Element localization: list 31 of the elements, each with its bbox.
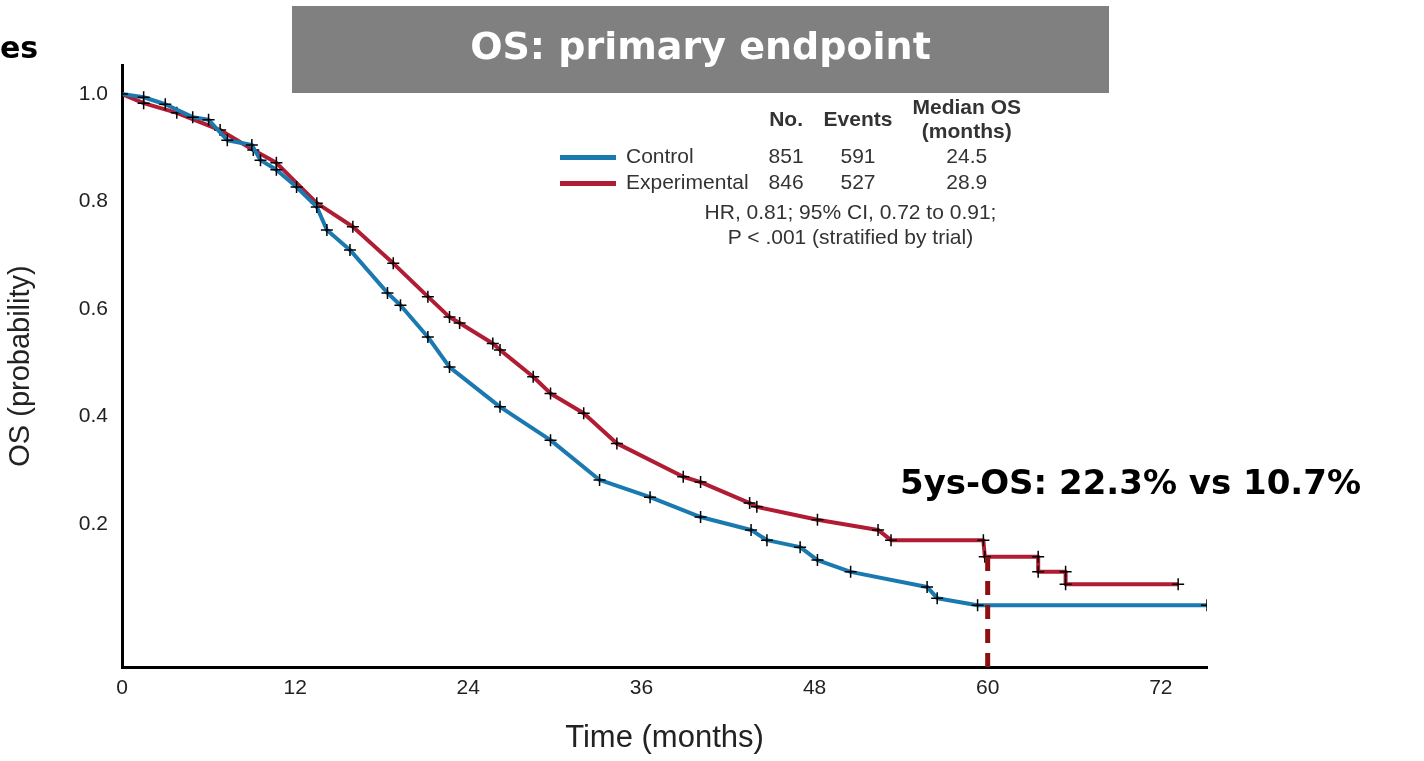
x-tick-label: 72 xyxy=(1149,675,1173,699)
annotation: 591 xyxy=(839,143,877,169)
y-tick-label: 0.8 xyxy=(78,188,108,212)
x-tick-label: 36 xyxy=(629,675,654,699)
chart-title: OS: primary endpoint xyxy=(470,24,931,68)
y-tick-label: 0.6 xyxy=(78,295,108,319)
x-axis-title: Time (months) xyxy=(565,718,764,754)
annotation: 5ys-OS: 22.3% vs 10.7% xyxy=(900,462,1361,502)
legend-label: Experimental xyxy=(625,169,750,195)
annotation: P < .001 (stratified by trial) xyxy=(726,224,975,249)
y-tick-label: 1.0 xyxy=(78,80,108,104)
x-tick-label: 0 xyxy=(116,675,128,699)
x-tick-label: 48 xyxy=(802,675,827,699)
annotation: 28.9 xyxy=(945,169,989,195)
annotation: 527 xyxy=(839,169,877,195)
annotation: Events xyxy=(822,106,894,132)
text: es xyxy=(0,30,39,65)
annotation: Median OS (months) xyxy=(911,95,1022,143)
y-tick-label: 0.4 xyxy=(78,403,109,427)
annotation: 851 xyxy=(767,143,805,169)
x-tick-label: 60 xyxy=(976,675,1000,699)
legend-label: Control xyxy=(625,143,695,169)
annotation: No. xyxy=(768,106,804,132)
x-tick-label: 24 xyxy=(456,675,481,699)
x-tick-label: 12 xyxy=(283,675,307,699)
annotation: 846 xyxy=(767,169,805,195)
y-axis-title: OS (probability) xyxy=(3,265,36,467)
title-banner: OS: primary endpoint xyxy=(292,6,1109,93)
y-tick-label: 0.2 xyxy=(78,510,108,534)
annotation: 24.5 xyxy=(945,143,989,169)
annotation: HR, 0.81; 95% CI, 0.72 to 0.91; xyxy=(703,199,998,224)
